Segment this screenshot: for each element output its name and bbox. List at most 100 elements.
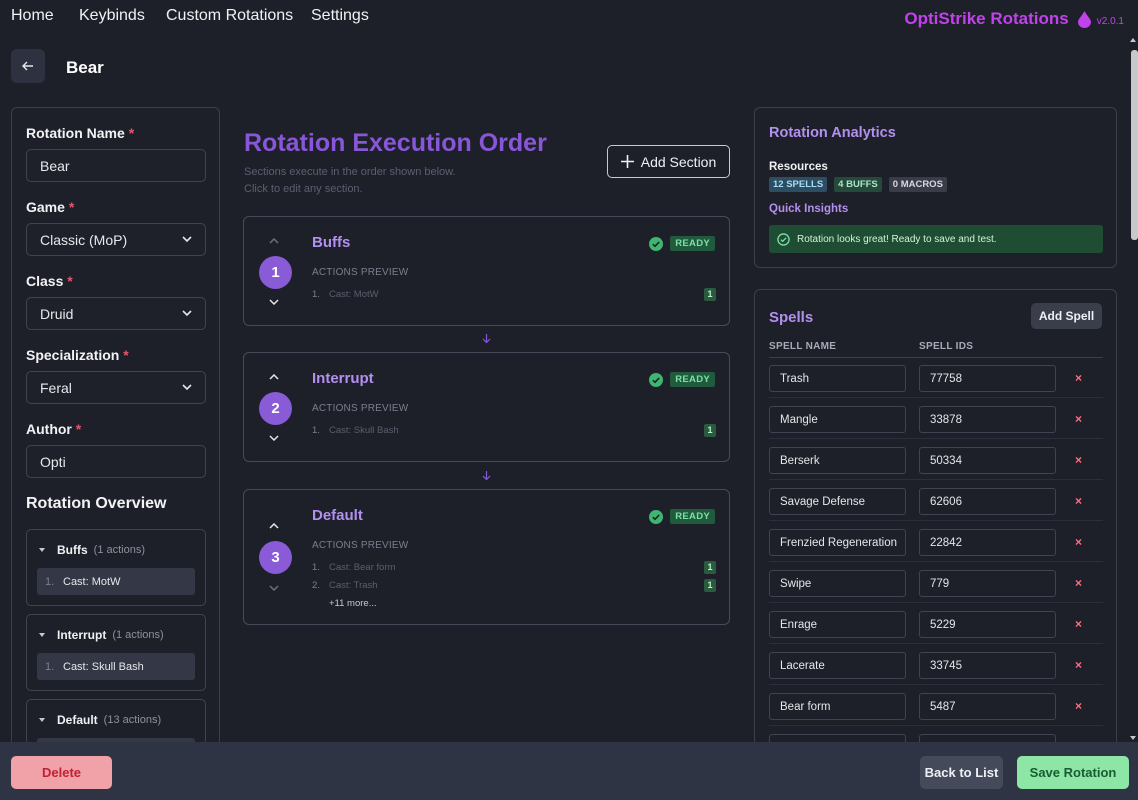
quick-insights-label: Quick Insights (769, 203, 849, 215)
add-spell-button[interactable]: Add Spell (1031, 303, 1102, 329)
caret-down-icon (39, 633, 45, 637)
delete-spell-button[interactable]: × (1075, 412, 1083, 426)
spell-name-input[interactable]: Berserk (769, 447, 906, 474)
priority-badge: 1 (704, 287, 716, 301)
execution-section-buffs[interactable]: 1 Buffs READY ACTIONS PREVIEW 1. Cast: M… (243, 216, 730, 326)
back-button[interactable] (11, 49, 45, 83)
spell-name-input[interactable]: Frenzied Regeneration (769, 529, 906, 556)
row-divider (769, 643, 1103, 644)
nav-home[interactable]: Home (11, 7, 54, 24)
spell-name-input[interactable]: Savage Defense (769, 488, 906, 515)
section-number: 3 (259, 541, 292, 574)
overview-section-interrupt[interactable]: Interrupt (1 actions) 1. Cast: Skull Bas… (26, 614, 206, 691)
section-name: Buffs (312, 234, 351, 251)
spell-id-input[interactable]: 33745 (919, 652, 1056, 679)
more-actions-link[interactable]: +11 more... (329, 598, 377, 609)
overview-section-count: (1 actions) (112, 629, 164, 641)
nav-keybinds[interactable]: Keybinds (79, 7, 145, 24)
class-label: Class * (26, 273, 73, 289)
delete-spell-button[interactable]: × (1075, 658, 1083, 672)
analytics-title: Rotation Analytics (769, 125, 896, 141)
ready-badge: READY (670, 509, 715, 524)
scroll-down-icon[interactable] (1129, 734, 1137, 742)
spell-name-input[interactable]: Swipe (769, 570, 906, 597)
delete-button[interactable]: Delete (11, 756, 112, 789)
spell-name-header: SPELL NAME (769, 341, 837, 352)
overview-section-buffs[interactable]: Buffs (1 actions) 1. Cast: MotW (26, 529, 206, 606)
spell-name-input[interactable]: Mangle (769, 406, 906, 433)
class-select[interactable]: Druid (26, 297, 206, 330)
execution-section-interrupt[interactable]: 2 Interrupt READY ACTIONS PREVIEW 1. Cas… (243, 352, 730, 462)
delete-spell-button[interactable]: × (1075, 453, 1083, 467)
chevron-down-icon[interactable] (269, 585, 279, 591)
delete-spell-button[interactable]: × (1075, 535, 1083, 549)
priority-badge: 1 (704, 560, 716, 574)
add-section-button[interactable]: Add Section (607, 145, 730, 178)
delete-spell-button[interactable]: × (1075, 576, 1083, 590)
check-circle-icon (649, 372, 664, 387)
nav-custom-rotations[interactable]: Custom Rotations (166, 7, 294, 24)
scroll-up-icon[interactable] (1129, 36, 1137, 44)
execution-section-default[interactable]: 3 Default READY ACTIONS PREVIEW 1. Cast:… (243, 489, 730, 625)
spell-id-input[interactable]: 5229 (919, 611, 1056, 638)
scrollbar-thumb[interactable] (1131, 50, 1138, 240)
chevron-down-icon[interactable] (269, 435, 279, 441)
spell-id-input[interactable]: 22842 (919, 529, 1056, 556)
save-rotation-button[interactable]: Save Rotation (1017, 756, 1129, 789)
row-divider (769, 438, 1103, 439)
back-to-list-button[interactable]: Back to List (920, 756, 1003, 789)
chevron-down-icon (182, 310, 192, 317)
overview-section-count: (13 actions) (103, 714, 162, 726)
nav-settings[interactable]: Settings (311, 7, 369, 24)
spell-id-input[interactable]: 62606 (919, 488, 1056, 515)
game-label: Game * (26, 199, 75, 215)
chevron-down-icon[interactable] (269, 299, 279, 305)
spell-name-input[interactable]: Lacerate (769, 652, 906, 679)
overview-section-count: (1 actions) (93, 544, 146, 556)
spell-name-input[interactable]: Bear form (769, 693, 906, 720)
chevron-down-icon (182, 384, 192, 391)
action-row: 2. Cast: Trash 1 (312, 578, 716, 592)
brand: OptiStrike Rotations v2.0.1 (904, 9, 1124, 29)
section-status: READY (649, 372, 715, 387)
execution-order-title: Rotation Execution Order (244, 129, 547, 157)
delete-spell-button[interactable]: × (1075, 699, 1083, 713)
section-number: 1 (259, 256, 292, 289)
row-divider (769, 725, 1103, 726)
spell-id-input[interactable]: 33878 (919, 406, 1056, 433)
chevron-up-icon[interactable] (269, 374, 279, 380)
spell-name-input[interactable]: Trash (769, 365, 906, 392)
spell-id-input[interactable]: 5487 (919, 693, 1056, 720)
overview-section-name: Default (57, 713, 98, 727)
chevron-up-icon[interactable] (269, 238, 279, 244)
row-divider (769, 479, 1103, 480)
spell-id-input[interactable]: 77758 (919, 365, 1056, 392)
rotation-overview-title: Rotation Overview (26, 495, 167, 512)
game-select[interactable]: Classic (MoP) (26, 223, 206, 256)
plus-icon (620, 155, 634, 168)
delete-spell-button[interactable]: × (1075, 617, 1083, 631)
section-name: Default (312, 507, 363, 524)
specialization-select[interactable]: Feral (26, 371, 206, 404)
section-status: READY (649, 509, 715, 524)
action-row: 1. Cast: MotW 1 (312, 287, 716, 301)
spell-id-input[interactable]: 779 (919, 570, 1056, 597)
spell-name-input[interactable]: Enrage (769, 611, 906, 638)
rotation-name-label: Rotation Name * (26, 125, 135, 141)
chevron-up-icon[interactable] (269, 523, 279, 529)
action-row: 1. Cast: Skull Bash 1 (312, 423, 716, 437)
spell-id-input[interactable]: 50334 (919, 447, 1056, 474)
author-input[interactable]: Opti (26, 445, 206, 478)
delete-spell-button[interactable]: × (1075, 371, 1083, 385)
rotation-name-input[interactable]: Bear (26, 149, 206, 182)
macros-count-badge: 0 MACROS (888, 177, 947, 192)
spells-panel: Spells Add Spell SPELL NAME SPELL IDS Tr… (754, 289, 1117, 769)
delete-spell-button[interactable]: × (1075, 494, 1083, 508)
overview-action-item[interactable]: 1. Cast: Skull Bash (37, 653, 195, 680)
brand-name: OptiStrike Rotations (904, 9, 1069, 28)
row-divider (769, 602, 1103, 603)
overview-action-item[interactable]: 1. Cast: MotW (37, 568, 195, 595)
header-divider (769, 357, 1103, 358)
insight-message: Rotation looks great! Ready to save and … (769, 225, 1103, 253)
arrow-down-icon (482, 471, 491, 480)
